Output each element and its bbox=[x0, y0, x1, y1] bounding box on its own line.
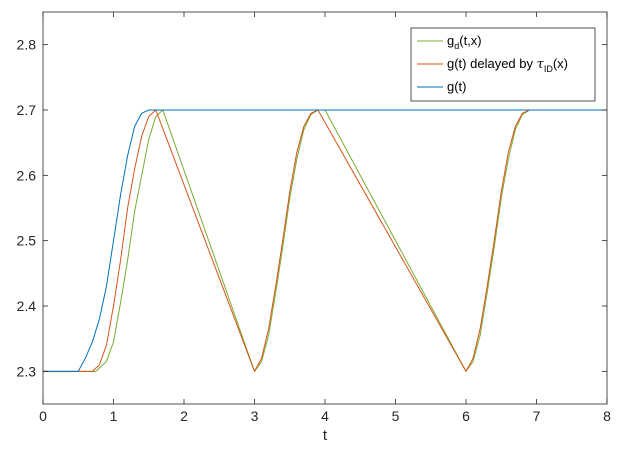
legend-delayed-sub: ID bbox=[544, 64, 554, 74]
y-tick-label: 2.4 bbox=[17, 298, 37, 314]
legend-label-delayed: g(t) delayed by τID(x) bbox=[447, 56, 568, 74]
y-tick-label: 2.3 bbox=[17, 363, 37, 379]
x-tick-label: 0 bbox=[39, 408, 47, 424]
x-tick-label: 2 bbox=[180, 408, 188, 424]
legend-delayed-rest: (x) bbox=[553, 56, 568, 71]
legend-gd-main: g bbox=[447, 33, 454, 48]
y-tick-label: 2.5 bbox=[17, 233, 37, 249]
legend-gd-sub: d bbox=[454, 41, 459, 51]
legend-gd-rest: (t,x) bbox=[459, 33, 481, 48]
x-axis: 0 1 2 3 4 5 6 7 8 bbox=[39, 12, 611, 424]
series-line-g bbox=[43, 109, 607, 372]
legend-delayed-symbol: τ bbox=[537, 57, 545, 72]
y-tick-label: 2.6 bbox=[17, 167, 37, 183]
legend-delayed-prefix: g(t) delayed by bbox=[447, 56, 537, 71]
y-axis: 2.3 2.4 2.5 2.6 2.7 2.8 bbox=[17, 37, 607, 379]
x-tick-label: 5 bbox=[392, 408, 400, 424]
x-tick-label: 1 bbox=[110, 408, 118, 424]
x-axis-label: t bbox=[323, 427, 328, 444]
y-tick-label: 2.8 bbox=[17, 37, 37, 53]
legend: gd(t,x) g(t) delayed by τID(x) g(t) bbox=[410, 27, 596, 102]
x-tick-label: 8 bbox=[603, 408, 611, 424]
x-tick-label: 6 bbox=[462, 408, 470, 424]
x-tick-label: 3 bbox=[251, 408, 259, 424]
legend-label-gd: gd(t,x) bbox=[447, 33, 482, 51]
series-line-gd bbox=[43, 109, 607, 372]
x-tick-label: 7 bbox=[533, 408, 541, 424]
series-layer bbox=[43, 109, 607, 372]
series-line-delayed bbox=[43, 109, 607, 372]
legend-label-g: g(t) bbox=[447, 79, 467, 94]
x-tick-label: 4 bbox=[321, 408, 329, 424]
y-tick-label: 2.7 bbox=[17, 102, 37, 118]
